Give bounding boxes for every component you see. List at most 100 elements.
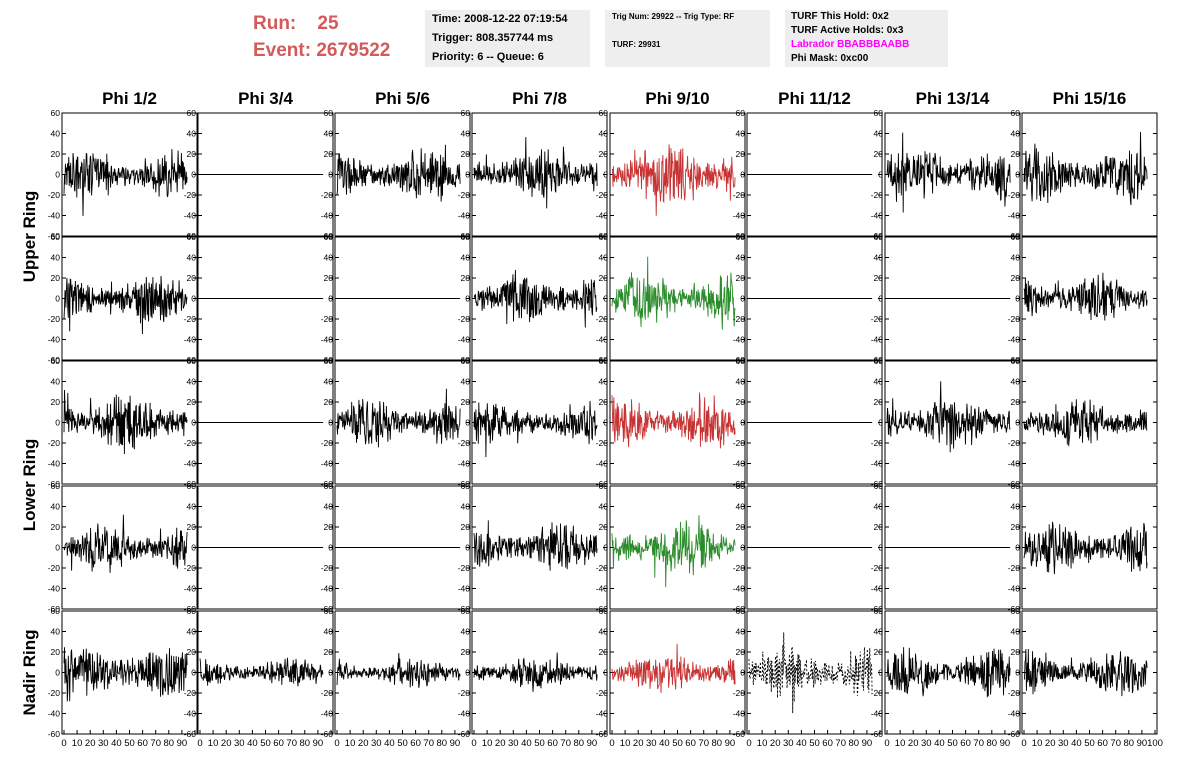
ytick-label-33-40: 40 <box>187 627 197 637</box>
ytick-label-1--20: -20 <box>184 190 197 200</box>
ytick-label-25-20: 20 <box>187 522 197 532</box>
ytick-label-23-20: 20 <box>1011 397 1021 407</box>
ytick-label-35-20: 20 <box>461 647 471 657</box>
xtick-label-37-90: 90 <box>862 738 873 749</box>
ytick-label-35-40: 40 <box>461 627 471 637</box>
ytick-label-11-0: 0 <box>465 294 470 304</box>
xtick-label-33-40: 40 <box>247 738 258 749</box>
ytick-label-6-0: 0 <box>878 170 883 180</box>
xtick-label-38-0: 0 <box>884 738 889 749</box>
ytick-label-13-0: 0 <box>740 294 745 304</box>
ytick-label-7--20: -20 <box>1008 190 1021 200</box>
ytick-label-8--20: -20 <box>48 314 61 324</box>
ytick-label-28-60: 60 <box>599 481 609 491</box>
ytick-label-20--60: -60 <box>596 479 609 489</box>
xtick-label-39-80: 80 <box>1124 738 1135 749</box>
xtick-label-39-60: 60 <box>1097 738 1108 749</box>
xtick-label-36-30: 30 <box>646 738 657 749</box>
waveform-33 <box>199 657 324 687</box>
xtick-label-39-0: 0 <box>1021 738 1026 749</box>
xtick-label-34-60: 60 <box>410 738 421 749</box>
ytick-label-3-60: 60 <box>461 108 471 118</box>
ytick-label-25-0: 0 <box>191 543 196 553</box>
ytick-label-37-40: 40 <box>736 627 746 637</box>
priority-text: Priority: 6 -- Queue: 6 <box>432 51 544 63</box>
xtick-label-34-80: 80 <box>437 738 448 749</box>
ytick-label-36--40: -40 <box>596 709 609 719</box>
run-value: 25 <box>317 13 339 34</box>
event-row: Event: 2679522 <box>253 37 390 64</box>
ytick-label-5--40: -40 <box>733 211 746 221</box>
ytick-label-14-20: 20 <box>874 273 884 283</box>
xtick-label-35-20: 20 <box>495 738 506 749</box>
ytick-label-13-60: 60 <box>736 232 746 242</box>
xtick-label-36-80: 80 <box>712 738 723 749</box>
xtick-label-32-20: 20 <box>85 738 96 749</box>
xtick-label-33-70: 70 <box>286 738 297 749</box>
ytick-label-22-20: 20 <box>874 397 884 407</box>
ytick-label-20-40: 40 <box>599 377 609 387</box>
panel-frame-37 <box>746 610 883 735</box>
turf-info-box: TURF This Hold: 0x2 TURF Active Holds: 0… <box>785 10 948 67</box>
ytick-label-29-60: 60 <box>736 481 746 491</box>
waveform-24 <box>63 514 188 573</box>
ytick-label-10--40: -40 <box>321 335 334 345</box>
run-label: Run: <box>253 13 297 34</box>
ytick-label-31--20: -20 <box>1008 563 1021 573</box>
ytick-label-35--20: -20 <box>458 688 471 698</box>
ytick-label-29-20: 20 <box>736 522 746 532</box>
xtick-label-33-50: 50 <box>260 738 271 749</box>
ytick-label-1--40: -40 <box>184 211 197 221</box>
ytick-label-38-40: 40 <box>874 627 884 637</box>
ytick-label-11-60: 60 <box>461 232 471 242</box>
ytick-label-20--20: -20 <box>596 438 609 448</box>
row-label-1: Lower Ring <box>20 439 39 532</box>
ytick-label-37--60: -60 <box>733 729 746 739</box>
trig-info-box: Trig Num: 29922 -- Trig Type: RF TURF: 2… <box>605 10 770 67</box>
ytick-label-24--40: -40 <box>48 584 61 594</box>
run-event-block: Run: 25 Event: 2679522 <box>253 10 390 64</box>
ytick-label-37-60: 60 <box>736 606 746 616</box>
ytick-label-35--60: -60 <box>458 729 471 739</box>
ytick-label-1-0: 0 <box>191 170 196 180</box>
ytick-label-0-20: 20 <box>51 149 61 159</box>
waveform-37 <box>748 632 873 714</box>
ytick-label-18--40: -40 <box>321 459 334 469</box>
ytick-label-23--60: -60 <box>1008 479 1021 489</box>
ytick-label-1-60: 60 <box>187 108 197 118</box>
ytick-label-22-60: 60 <box>874 356 884 366</box>
ytick-label-39--40: -40 <box>1008 709 1021 719</box>
ytick-label-21-20: 20 <box>736 397 746 407</box>
ytick-label-2-0: 0 <box>328 170 333 180</box>
waveform-16 <box>63 389 188 455</box>
ytick-label-30-0: 0 <box>878 543 883 553</box>
ytick-label-39-20: 20 <box>1011 647 1021 657</box>
xtick-label-39-10: 10 <box>1032 738 1043 749</box>
ytick-label-26-20: 20 <box>324 522 334 532</box>
xtick-label-38-40: 40 <box>934 738 945 749</box>
column-header-3: Phi 7/8 <box>512 89 567 108</box>
xtick-label-33-60: 60 <box>273 738 284 749</box>
ytick-label-25-60: 60 <box>187 481 197 491</box>
xtick-label-34-0: 0 <box>334 738 339 749</box>
ytick-label-5--60: -60 <box>733 231 746 241</box>
event-value: 2679522 <box>316 40 391 61</box>
ytick-label-36-40: 40 <box>599 627 609 637</box>
ytick-label-14-60: 60 <box>874 232 884 242</box>
ytick-label-19-60: 60 <box>461 356 471 366</box>
ytick-label-23-40: 40 <box>1011 377 1021 387</box>
ytick-label-24--20: -20 <box>48 563 61 573</box>
ytick-label-4-0: 0 <box>603 170 608 180</box>
ytick-label-9--60: -60 <box>184 355 197 365</box>
ytick-label-22--40: -40 <box>871 459 884 469</box>
xtick-label-35-30: 30 <box>508 738 519 749</box>
ytick-label-16-20: 20 <box>51 397 61 407</box>
ytick-label-15-60: 60 <box>1011 232 1021 242</box>
ytick-label-31-0: 0 <box>1015 543 1020 553</box>
waveform-2 <box>336 144 461 202</box>
ytick-label-2-40: 40 <box>324 129 334 139</box>
ytick-label-3--20: -20 <box>458 190 471 200</box>
ytick-label-3-0: 0 <box>465 170 470 180</box>
ytick-label-31-60: 60 <box>1011 481 1021 491</box>
ytick-label-1-20: 20 <box>187 149 197 159</box>
